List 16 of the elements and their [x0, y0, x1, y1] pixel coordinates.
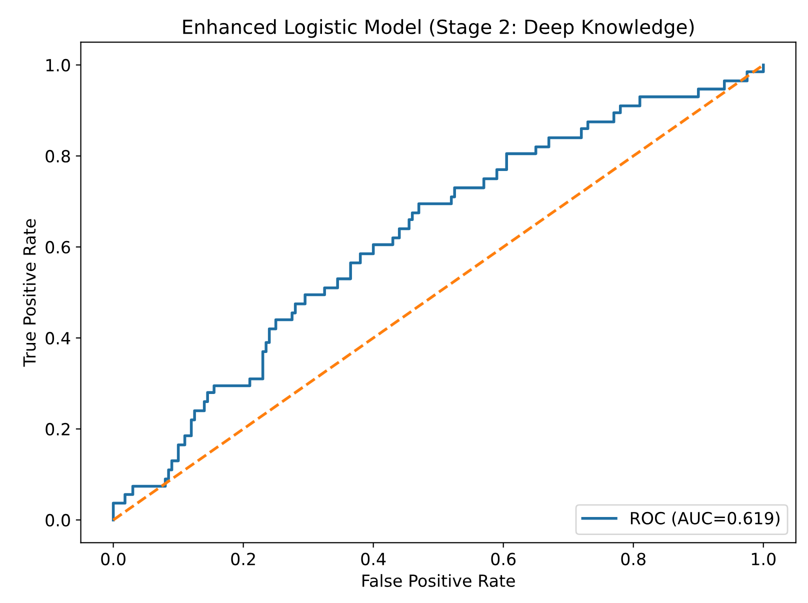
- legend-label: ROC (AUC=0.619): [630, 512, 780, 526]
- chart-title: Enhanced Logistic Model (Stage 2: Deep Knowledge): [183, 19, 694, 38]
- x-axis-title: False Positive Rate: [362, 574, 515, 588]
- x-tick-label: 1.0: [752, 552, 776, 566]
- y-tick-label: 1.0: [46, 58, 70, 72]
- x-tick-label: 0.0: [101, 552, 126, 566]
- x-tick-label: 0.6: [491, 552, 516, 566]
- y-tick-label: 0.4: [46, 332, 70, 345]
- y-tick-label: 0.6: [46, 240, 70, 254]
- y-axis-title: True Positive Rate: [22, 219, 36, 367]
- x-tick-label: 0.8: [621, 552, 646, 566]
- x-tick-label: 0.4: [361, 552, 386, 566]
- y-tick-label: 0.0: [46, 514, 70, 527]
- x-tick-label: 0.2: [231, 552, 255, 566]
- y-tick-label: 0.8: [46, 150, 70, 163]
- y-tick-label: 0.2: [46, 422, 70, 436]
